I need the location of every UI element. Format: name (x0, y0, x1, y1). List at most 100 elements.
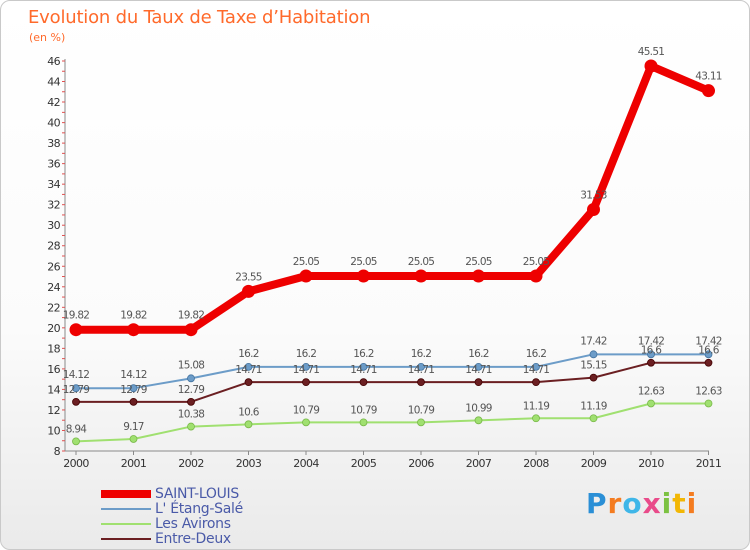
data-point-saint-louis (702, 84, 715, 98)
y-tick-label: 34 (47, 178, 60, 191)
data-point-les-avirons (647, 399, 655, 408)
data-point-entre-deux (302, 378, 310, 387)
data-point-les-avirons (589, 414, 598, 423)
data-point-entre-deux (359, 378, 368, 387)
data-label-entre-deux: 16.6 (698, 345, 720, 357)
data-point-les-avirons (417, 418, 425, 427)
legend-swatch-etang-sale (101, 507, 151, 510)
chart-legend: SAINT-LOUIS L' Étang-Salé Les Avirons En… (101, 486, 243, 547)
data-point-les-avirons (704, 399, 713, 408)
data-label-saint-louis: 25.05 (465, 256, 492, 268)
y-tick-label: 42 (47, 96, 60, 109)
data-point-les-avirons (474, 416, 483, 425)
data-label-entre-deux: 12.79 (63, 384, 90, 396)
x-tick-label: 2001 (121, 457, 147, 470)
legend-item-les-avirons: Les Avirons (101, 515, 243, 532)
x-tick-label: 2011 (696, 457, 722, 470)
y-tick-label: 24 (47, 281, 60, 294)
x-tick-label: 2003 (236, 457, 262, 470)
y-tick-label: 38 (47, 137, 60, 150)
data-point-etang-sale (129, 384, 138, 393)
y-tick-label: 18 (47, 342, 60, 355)
data-point-saint-louis (414, 269, 428, 283)
y-tick-label: 22 (47, 301, 60, 314)
data-label-etang-sale: 16.2 (353, 348, 374, 360)
data-label-etang-sale: 16.2 (238, 348, 259, 360)
series-line-les-avirons (75, 402, 710, 443)
legend-swatch-saint-louis (101, 489, 151, 498)
data-point-etang-sale (532, 362, 540, 371)
data-label-les-avirons: 10.79 (293, 404, 320, 416)
data-point-entre-deux (129, 397, 138, 406)
data-point-saint-louis (472, 269, 485, 283)
data-label-etang-sale: 17.42 (695, 335, 722, 347)
data-label-entre-deux: 15.15 (580, 360, 607, 372)
x-tick-label: 2007 (466, 457, 492, 470)
data-label-les-avirons: 8.94 (66, 423, 88, 435)
data-label-etang-sale: 16.2 (526, 348, 547, 360)
data-point-les-avirons (359, 418, 368, 427)
data-point-entre-deux (474, 378, 483, 387)
data-point-etang-sale (187, 374, 195, 383)
legend-swatch-les-avirons (101, 522, 151, 525)
data-label-entre-deux: 14.71 (293, 364, 320, 376)
data-point-saint-louis (299, 269, 313, 283)
series-line-entre-deux (75, 361, 710, 403)
series-data-labels: 19.82 19.82 19.82 23.55 25.05 25.05 25.05 25.05… (63, 46, 723, 435)
data-point-saint-louis (357, 269, 370, 283)
series-lines (72, 62, 713, 443)
series-line-etang-sale (75, 353, 710, 390)
y-tick-label: 20 (47, 322, 60, 335)
data-label-les-avirons: 12.63 (638, 385, 665, 397)
legend-item-entre-deux: Entre-Deux (101, 531, 243, 547)
y-tick-label: 14 (47, 383, 60, 396)
data-point-entre-deux (187, 397, 195, 406)
data-point-saint-louis (644, 59, 658, 73)
x-tick-label: 2010 (638, 457, 664, 470)
data-point-les-avirons (187, 422, 195, 431)
data-point-etang-sale (474, 362, 483, 371)
data-point-entre-deux (72, 397, 80, 406)
data-label-entre-deux: 14.71 (523, 364, 550, 376)
data-point-etang-sale (417, 362, 425, 371)
data-label-etang-sale: 17.42 (580, 335, 607, 347)
y-tick-label: 46 (47, 55, 60, 68)
data-label-les-avirons: 12.63 (695, 385, 722, 397)
data-point-etang-sale (244, 362, 253, 371)
data-label-saint-louis: 25.05 (350, 256, 377, 268)
data-point-entre-deux (532, 378, 540, 387)
x-tick-label: 2004 (293, 457, 319, 470)
data-label-saint-louis: 25.05 (523, 256, 550, 268)
data-point-les-avirons (72, 437, 80, 446)
data-label-les-avirons: 10.38 (178, 409, 205, 421)
data-label-saint-louis: 19.82 (63, 310, 90, 322)
data-label-saint-louis: 31.53 (580, 190, 607, 202)
legend-swatch-entre-deux (101, 537, 151, 540)
data-label-les-avirons: 10.79 (408, 404, 435, 416)
data-label-entre-deux: 14.71 (465, 364, 492, 376)
data-label-les-avirons: 10.6 (238, 406, 260, 418)
data-label-les-avirons: 9.17 (123, 421, 144, 433)
y-tick-label: 40 (47, 117, 60, 130)
data-point-etang-sale (302, 362, 310, 371)
data-point-etang-sale (704, 350, 713, 359)
x-tick-label: 2002 (178, 457, 204, 470)
y-tick-label: 12 (47, 404, 60, 417)
data-point-entre-deux (244, 378, 253, 387)
x-tick-label: 2000 (63, 457, 89, 470)
data-label-etang-sale: 16.2 (296, 348, 317, 360)
data-label-saint-louis: 23.55 (235, 271, 262, 283)
data-label-entre-deux: 16.6 (641, 345, 663, 357)
data-label-les-avirons: 10.99 (465, 402, 492, 414)
data-point-saint-louis (127, 323, 140, 337)
data-label-saint-louis: 25.05 (293, 256, 320, 268)
legend-label-les-avirons: Les Avirons (155, 515, 231, 532)
data-point-entre-deux (589, 373, 598, 382)
data-label-saint-louis: 19.82 (120, 310, 147, 322)
legend-item-etang-sale: L' Étang-Salé (101, 501, 243, 517)
data-point-entre-deux (417, 378, 425, 387)
data-label-etang-sale: 17.42 (638, 335, 665, 347)
data-point-les-avirons (129, 435, 138, 443)
